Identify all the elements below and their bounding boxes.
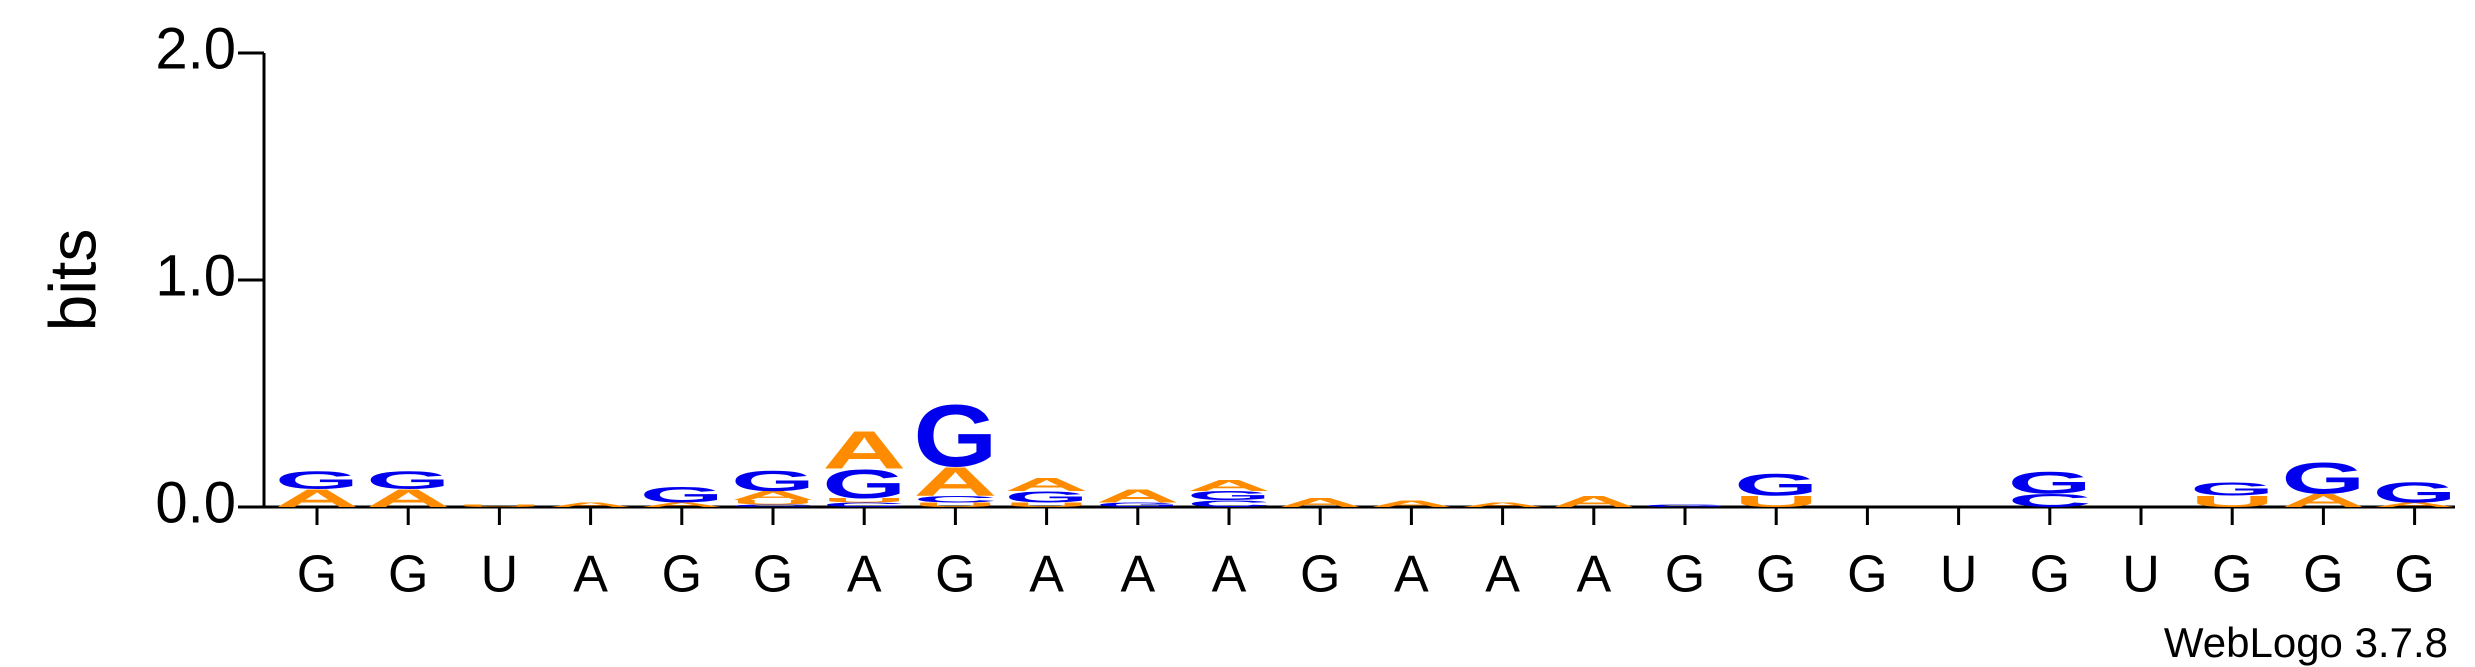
logo-letter: G xyxy=(2190,479,2274,500)
logo-letter: U xyxy=(457,504,541,508)
x-tick-label: A xyxy=(573,546,608,604)
x-tick-label: G xyxy=(388,546,428,604)
x-tick-label: G xyxy=(2394,546,2434,604)
x-tick-label: A xyxy=(1485,546,1520,604)
logo-letter: G xyxy=(731,465,815,497)
logo-letter: G xyxy=(1096,501,1180,508)
logo-letter: U xyxy=(1005,501,1089,508)
logo-letter: G xyxy=(913,387,997,485)
x-tick-label: G xyxy=(2303,546,2343,604)
logo-letter: C xyxy=(731,504,815,508)
logo-letter: U xyxy=(2190,493,2274,511)
x-tick-label: U xyxy=(2122,546,2160,604)
logo-letter: A xyxy=(1461,501,1545,508)
y-axis-label: bits xyxy=(35,229,109,332)
logo-letter: G xyxy=(275,466,359,494)
x-tick-label: A xyxy=(1120,546,1155,604)
logo-letter: G xyxy=(1734,467,1818,502)
logo-letter: A xyxy=(731,489,815,503)
logo-letter: C xyxy=(1187,499,1271,510)
x-tick-label: A xyxy=(1576,546,1611,604)
x-tick-label: A xyxy=(847,546,882,604)
logo-letter: C xyxy=(2008,490,2092,511)
logo-letter: C xyxy=(913,494,997,505)
x-tick-label: G xyxy=(662,546,702,604)
logo-letter: U xyxy=(1734,493,1818,511)
y-tick-label: 1.0 xyxy=(155,243,236,308)
x-tick-label: G xyxy=(1300,546,1340,604)
logo-letter: C xyxy=(822,501,906,508)
logo-letter: G xyxy=(1187,489,1271,503)
logo-letter: A xyxy=(275,485,359,513)
logo-letter: A xyxy=(1278,496,1362,510)
logo-letter: A xyxy=(366,485,450,513)
logo-letter: G xyxy=(640,483,724,508)
y-tick-label: 0.0 xyxy=(155,470,236,535)
logo-letter: U xyxy=(913,501,997,508)
x-tick-label: A xyxy=(1029,546,1064,604)
x-tick-label: G xyxy=(1756,546,1796,604)
y-tick-label: 2.0 xyxy=(155,16,236,81)
logo-letter: G xyxy=(1643,504,1727,508)
x-tick-label: G xyxy=(297,546,337,604)
logo-letter: A xyxy=(2281,490,2365,511)
logo-letter: A xyxy=(640,501,724,508)
logo-letter: A xyxy=(549,501,633,508)
logo-letter: A xyxy=(1096,486,1180,507)
logo-letter: U xyxy=(731,499,815,506)
x-tick-label: U xyxy=(481,546,519,604)
logo-letter: U xyxy=(822,497,906,504)
x-tick-label: U xyxy=(1940,546,1978,604)
logo-letter: A xyxy=(2373,501,2457,508)
footer: WebLogo 3.7.8 xyxy=(2164,619,2448,666)
logo-letter: A xyxy=(822,420,906,480)
x-tick-label: A xyxy=(1394,546,1429,604)
logo-letter: G xyxy=(822,461,906,507)
logo-letter: A xyxy=(1005,474,1089,495)
x-tick-label: G xyxy=(1665,546,1705,604)
x-tick-label: G xyxy=(1847,546,1887,604)
x-tick-label: G xyxy=(935,546,975,604)
logo-letter: G xyxy=(366,466,450,494)
x-tick-label: G xyxy=(753,546,793,604)
logo-letter: A xyxy=(1552,493,1636,511)
logo-letter: A xyxy=(1369,499,1453,510)
x-tick-label: G xyxy=(2212,546,2252,604)
logo-letter: G xyxy=(2373,477,2457,509)
x-tick-label: A xyxy=(1212,546,1247,604)
logo-letter: A xyxy=(1187,477,1271,495)
x-tick-label: G xyxy=(2030,546,2070,604)
logo-letter: G xyxy=(1005,488,1089,506)
logo-letter: G xyxy=(2008,465,2092,500)
logo-letter: G xyxy=(2281,454,2365,503)
logo-letter: A xyxy=(913,459,997,505)
